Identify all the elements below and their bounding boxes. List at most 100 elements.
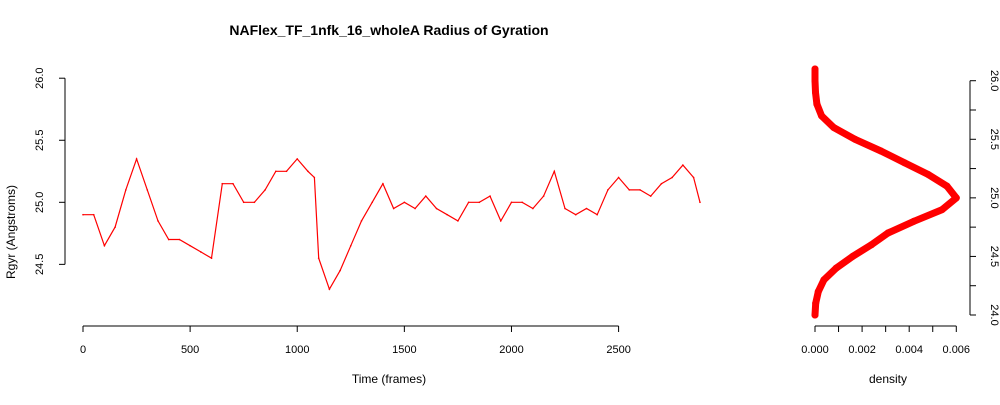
density-x-tick-label: 0.000 — [801, 344, 829, 356]
density-x-tick-label: 0.002 — [848, 344, 876, 356]
rgyr-point — [478, 201, 481, 204]
main-y-axis: 24.5 25.0 25.5 26.0 — [34, 67, 66, 275]
main-y-tick-label: 25.5 — [34, 130, 46, 151]
density-point — [812, 299, 820, 307]
rgyr-point — [167, 238, 170, 241]
rgyr-line — [83, 157, 701, 291]
main-y-tick-label: 25.0 — [34, 192, 46, 213]
rgyr-point — [542, 195, 545, 197]
rgyr-point — [317, 257, 320, 259]
rgyr-point — [499, 220, 502, 222]
rgyr-point — [553, 170, 556, 173]
rgyr-point — [275, 170, 277, 173]
rgyr-point — [82, 213, 84, 216]
density-point — [830, 124, 838, 132]
main-series — [82, 157, 701, 291]
rgyr-point — [296, 158, 299, 160]
density-point — [811, 311, 819, 319]
density-point — [900, 159, 908, 167]
rgyr-point — [596, 213, 598, 216]
rgyr-point — [403, 201, 406, 204]
rgyr-point — [339, 269, 341, 272]
density-point — [811, 88, 819, 96]
rgyr-point — [414, 207, 416, 210]
density-x-axis: 0.000 0.002 0.004 0.006 — [801, 325, 971, 356]
density-point — [818, 112, 826, 120]
rgyr-point — [313, 176, 316, 179]
density-x-tick-label: 0.006 — [943, 344, 971, 356]
rgyr-point — [607, 189, 609, 191]
rgyr-point — [435, 207, 438, 210]
density-y-axis: 24.0 24.5 25.0 25.5 26.0 — [969, 70, 1000, 326]
rgyr-point — [639, 189, 641, 191]
rgyr-point — [564, 207, 566, 210]
rgyr-point — [200, 251, 202, 253]
rgyr-point — [349, 244, 352, 247]
rgyr-point — [392, 207, 395, 210]
density-y-tick-label: 25.5 — [988, 129, 1000, 150]
density-point — [814, 288, 822, 296]
density-point — [938, 206, 946, 214]
density-point — [868, 241, 876, 249]
rgyr-point — [103, 244, 106, 247]
rgyr-point — [692, 176, 695, 179]
density-point — [884, 229, 892, 237]
rgyr-point — [457, 220, 459, 222]
rgyr-point — [360, 220, 363, 222]
density-point — [832, 264, 840, 272]
density-point — [943, 182, 951, 190]
density-curve — [811, 65, 960, 319]
rgyr-point — [521, 201, 523, 204]
main-x-tick-label: 2000 — [499, 344, 523, 356]
density-point — [820, 276, 828, 284]
rgyr-point — [371, 201, 374, 204]
rgyr-point — [135, 158, 138, 160]
density-x-axis-label: density — [869, 372, 907, 386]
rgyr-point — [242, 201, 245, 204]
density-point — [811, 65, 819, 73]
rgyr-point — [489, 195, 491, 197]
rgyr-point — [189, 244, 191, 247]
rgyr-point — [92, 213, 95, 216]
rgyr-point — [125, 189, 127, 191]
rgyr-point — [424, 195, 427, 197]
density-point — [849, 252, 857, 260]
rgyr-point — [532, 207, 534, 210]
main-x-tick-label: 2500 — [606, 344, 630, 356]
chart-title: NAFlex_TF_1nfk_16_wholeA Radius of Gyrat… — [229, 22, 548, 38]
rgyr-point — [210, 257, 213, 259]
main-y-tick-label: 24.5 — [34, 254, 46, 275]
density-point — [924, 170, 932, 178]
rgyr-point — [178, 238, 181, 241]
main-x-tick-label: 1500 — [392, 344, 416, 356]
rgyr-point — [446, 213, 449, 216]
main-x-tick-label: 500 — [181, 344, 199, 356]
density-point — [877, 147, 885, 155]
rgyr-point — [660, 182, 663, 185]
rgyr-point — [617, 176, 620, 179]
density-y-tick-label: 24.0 — [988, 304, 1000, 325]
density-x-tick-label: 0.004 — [895, 344, 923, 356]
rgyr-point — [307, 170, 309, 173]
main-x-tick-label: 0 — [80, 344, 86, 356]
main-x-tick-label: 1000 — [285, 344, 309, 356]
main-x-axis-label: Time (frames) — [352, 372, 426, 386]
rgyr-point — [382, 182, 384, 185]
density-point — [952, 194, 960, 202]
density-y-tick-label: 26.0 — [988, 70, 1000, 91]
main-y-tick-label: 26.0 — [34, 67, 46, 88]
density-point — [813, 100, 821, 108]
rgyr-point — [574, 213, 577, 216]
density-series — [811, 65, 960, 319]
rgyr-point — [671, 176, 673, 179]
density-y-tick-label: 25.0 — [988, 187, 1000, 208]
rgyr-point — [232, 182, 234, 185]
rgyr-point — [467, 201, 470, 204]
rgyr-point — [221, 182, 224, 185]
density-point — [910, 217, 918, 225]
rgyr-point — [157, 220, 159, 222]
rgyr-point — [264, 189, 266, 191]
rgyr-point — [328, 288, 331, 290]
